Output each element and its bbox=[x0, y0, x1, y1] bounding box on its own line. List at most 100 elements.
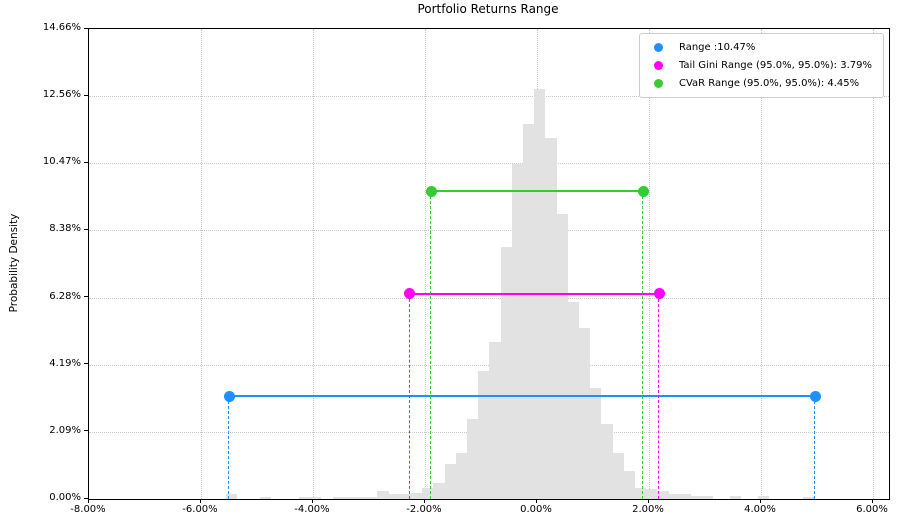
y-tickmark bbox=[84, 94, 88, 96]
histogram-bar bbox=[226, 494, 238, 499]
histogram-bar bbox=[377, 491, 389, 499]
histogram-bar bbox=[657, 491, 669, 499]
legend-item-cvar: CVaR Range (95.0%, 95.0%): 4.45% bbox=[647, 77, 872, 90]
histogram-bar bbox=[299, 496, 311, 499]
histogram-bar bbox=[388, 494, 400, 499]
histogram-bar bbox=[702, 495, 714, 499]
histogram-bar bbox=[679, 494, 691, 499]
x-tick-label: -8.00% bbox=[70, 504, 106, 515]
y-tick-label: 4.19% bbox=[49, 357, 81, 369]
y-tickmark bbox=[84, 497, 88, 499]
histogram-bar bbox=[758, 496, 770, 499]
histogram-bar bbox=[455, 452, 467, 499]
cvar-range-end-dot bbox=[637, 185, 649, 197]
y-tickmark bbox=[84, 296, 88, 298]
histogram-bar bbox=[612, 452, 624, 499]
x-tickmark bbox=[647, 499, 649, 503]
histogram-bar bbox=[601, 423, 613, 499]
y-tickmark bbox=[84, 228, 88, 230]
x-tickmark bbox=[759, 499, 761, 503]
histogram-bar bbox=[590, 388, 602, 499]
histogram-bar bbox=[511, 164, 523, 499]
cvar-range-line bbox=[431, 190, 644, 193]
histogram-bar bbox=[567, 301, 579, 499]
histogram-bar bbox=[366, 496, 378, 499]
y-tick-label: 6.28% bbox=[49, 290, 81, 302]
plot-area: Range :10.47% Tail Gini Range (95.0%, 95… bbox=[88, 28, 890, 500]
tail-gini-range-start-dot bbox=[404, 288, 416, 300]
tail-gini-range-start-dropline bbox=[408, 293, 410, 499]
cvar-marker-icon bbox=[653, 79, 663, 88]
x-gridline bbox=[201, 29, 202, 499]
histogram-bar bbox=[332, 496, 344, 499]
histogram-bar bbox=[355, 496, 367, 499]
range-line bbox=[229, 395, 816, 398]
tail-gini-range-line bbox=[409, 292, 660, 295]
range-marker-icon bbox=[653, 43, 663, 52]
y-tick-label: 0.00% bbox=[49, 492, 81, 503]
histogram-bar bbox=[500, 247, 512, 499]
histogram-bar bbox=[523, 123, 535, 499]
y-gridline bbox=[89, 163, 889, 165]
y-tick-label: 14.66% bbox=[42, 22, 81, 33]
legend-label-range: Range :10.47% bbox=[678, 42, 756, 53]
x-tick-label: 4.00% bbox=[744, 504, 776, 515]
tail-gini-marker-icon bbox=[653, 61, 663, 70]
histogram-bar bbox=[556, 213, 568, 499]
histogram-bar bbox=[444, 463, 456, 499]
y-gridline bbox=[89, 96, 889, 98]
histogram-bar bbox=[730, 495, 742, 499]
y-tick-label: 10.47% bbox=[42, 156, 81, 168]
histogram-bar bbox=[803, 497, 815, 499]
histogram-bar bbox=[623, 471, 635, 499]
legend-label-cvar: CVaR Range (95.0%, 95.0%): 4.45% bbox=[678, 78, 860, 89]
histogram-bar bbox=[635, 487, 647, 499]
y-gridline bbox=[89, 297, 889, 299]
chart-title: Portfolio Returns Range bbox=[417, 2, 559, 16]
x-tickmark bbox=[87, 499, 89, 503]
cvar-range-end-dropline bbox=[642, 191, 644, 499]
y-gridline bbox=[89, 230, 889, 232]
x-gridline bbox=[313, 29, 314, 499]
histogram-bar bbox=[489, 341, 501, 499]
legend-label-tail-gini: Tail Gini Range (95.0%, 95.0%): 3.79% bbox=[678, 60, 872, 71]
legend-item-tail-gini: Tail Gini Range (95.0%, 95.0%): 3.79% bbox=[647, 59, 872, 72]
histogram-bar bbox=[433, 483, 445, 499]
x-tick-label: 0.00% bbox=[520, 504, 552, 515]
y-tickmark bbox=[84, 363, 88, 365]
histogram-bar bbox=[579, 327, 591, 499]
y-tickmark bbox=[84, 27, 88, 29]
x-tickmark bbox=[199, 499, 201, 503]
range-start-dot bbox=[223, 390, 235, 402]
x-tickmark bbox=[423, 499, 425, 503]
x-gridline bbox=[761, 29, 762, 499]
histogram-bar bbox=[646, 489, 658, 499]
y-tick-label: 12.56% bbox=[42, 89, 81, 101]
y-tick-label: 2.09% bbox=[49, 424, 81, 436]
cvar-range-start-dot bbox=[425, 185, 437, 197]
y-tickmark bbox=[84, 430, 88, 432]
x-tick-label: -4.00% bbox=[294, 504, 330, 515]
histogram-bar bbox=[259, 497, 271, 499]
histogram-bar bbox=[310, 496, 322, 499]
histogram-bar bbox=[399, 494, 411, 499]
x-gridline bbox=[649, 29, 650, 499]
x-tick-label: -2.00% bbox=[406, 504, 442, 515]
histogram-bar bbox=[422, 487, 434, 499]
legend-item-range: Range :10.47% bbox=[647, 41, 872, 54]
range-end-dropline bbox=[814, 396, 816, 499]
range-start-dropline bbox=[228, 396, 229, 499]
histogram-bar bbox=[343, 496, 355, 499]
histogram-bar bbox=[467, 418, 479, 499]
y-gridline bbox=[89, 364, 889, 366]
legend: Range :10.47% Tail Gini Range (95.0%, 95… bbox=[638, 33, 884, 98]
tail-gini-range-end-dot bbox=[653, 288, 665, 300]
x-gridline bbox=[873, 29, 874, 499]
x-tickmark bbox=[311, 499, 313, 503]
x-tick-label: 2.00% bbox=[632, 504, 664, 515]
histogram-bar bbox=[691, 495, 703, 499]
range-end-dot bbox=[809, 390, 821, 402]
y-tick-label: 8.38% bbox=[49, 223, 81, 235]
cvar-range-start-dropline bbox=[430, 191, 432, 499]
